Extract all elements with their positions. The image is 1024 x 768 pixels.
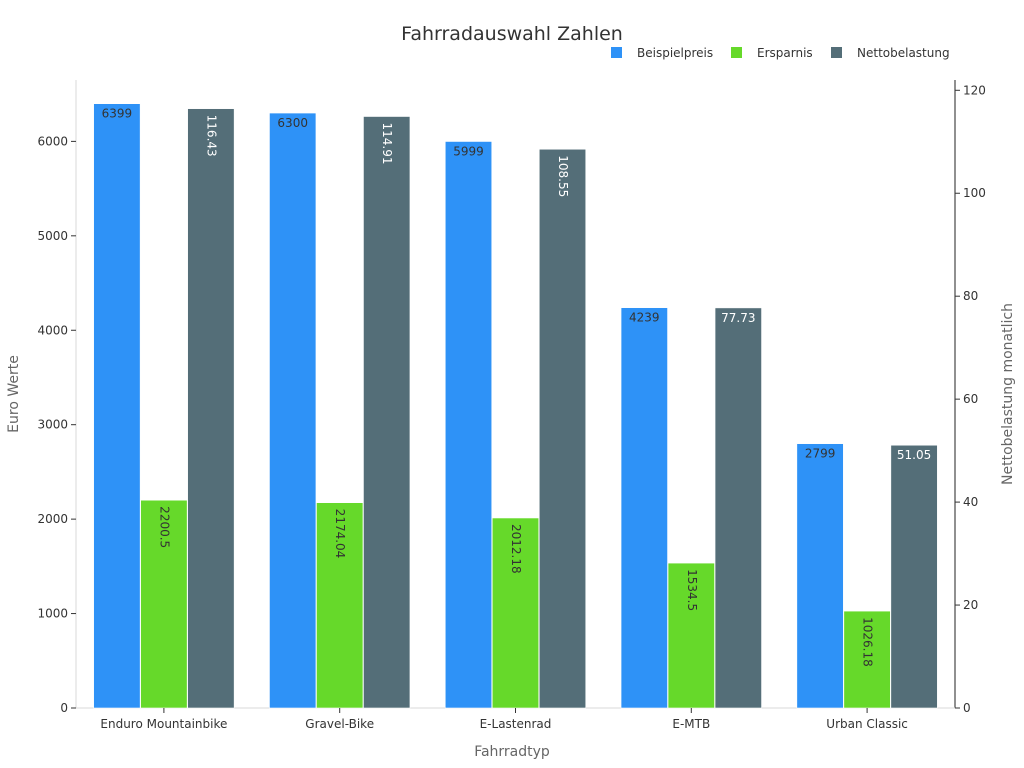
bar-value-label: 2012.18 [509,524,523,574]
bar-ersparnis [316,502,364,709]
right-y-axis-ticks: 0 20 40 60 80 100 120 [955,83,986,715]
bar-value-label: 108.55 [556,155,570,197]
x-tick-label: Gravel-Bike [305,717,374,731]
right-y-axis-title: Nettobelastung monatlich [1000,303,1016,485]
bar-beispielpreis [93,103,141,709]
x-tick-label: Enduro Mountainbike [100,717,227,731]
bar-beispielpreis [620,307,668,709]
left-y-tick-label: 6000 [37,134,68,148]
legend-label-nettobelastung: Nettobelastung [857,46,950,60]
bar-value-label: 1534.5 [685,569,699,611]
left-y-tick-label: 1000 [37,607,68,621]
bar-ersparnis [491,517,540,709]
left-y-tick-label: 0 [60,701,68,715]
x-tick-label: E-MTB [672,717,710,731]
legend: Beispielpreis Ersparnis Nettobelastung [611,46,950,60]
bar-value-label: 51.05 [897,448,931,462]
bar-value-label: 114.91 [380,122,394,164]
bar-value-label: 2799 [805,447,836,461]
bar-nettobelastung [890,444,938,709]
bar-value-label: 1026.18 [861,617,875,667]
legend-swatch-beispielpreis [611,47,622,58]
x-tick-label: E-Lastenrad [480,717,552,731]
x-axis-title: Fahrradtyp [474,744,550,760]
right-y-tick-label: 0 [963,701,971,715]
bar-beispielpreis [269,112,317,709]
left-y-tick-label: 3000 [37,418,68,432]
right-y-tick-label: 80 [963,289,978,303]
bar-value-label: 5999 [453,144,484,158]
bar-nettobelastung [538,148,587,709]
bar-group [93,103,938,709]
bar-ersparnis [667,562,715,709]
bar-value-label: 2174.04 [333,509,347,559]
bar-nettobelastung [363,116,411,709]
bar-data-labels: 6399 2200.5 116.43 6300 2174.04 114.91 5999 201… [102,107,932,667]
bar-nettobelastung [714,307,762,709]
bar-beispielpreis [444,141,493,709]
right-y-tick-label: 20 [963,598,978,612]
bar-nettobelastung [187,108,235,709]
bar-value-label: 2200.5 [157,506,171,548]
bar-value-label: 6399 [102,107,133,121]
x-tick-label: Urban Classic [826,717,908,731]
left-y-tick-label: 2000 [37,512,68,526]
right-y-tick-label: 100 [963,186,986,200]
legend-label-beispielpreis: Beispielpreis [637,46,713,60]
right-y-tick-label: 120 [963,83,986,97]
bar-value-label: 6300 [277,116,308,130]
bar-value-label: 116.43 [204,115,218,157]
bar-value-label: 77.73 [721,311,755,325]
chart-title: Fahrradauswahl Zahlen [401,23,623,45]
x-axis-ticks: Enduro Mountainbike Gravel-Bike E-Lastenra… [100,708,908,731]
left-y-tick-label: 4000 [37,323,68,337]
right-y-tick-label: 60 [963,392,978,406]
legend-swatch-ersparnis [731,47,742,58]
bar-ersparnis [140,499,188,709]
left-y-tick-label: 5000 [37,229,68,243]
legend-label-ersparnis: Ersparnis [757,46,813,60]
legend-swatch-nettobelastung [831,47,842,58]
left-y-axis-title: Euro Werte [6,355,22,433]
left-y-axis-ticks: 0 1000 2000 3000 4000 5000 6000 [37,134,76,715]
right-y-tick-label: 40 [963,495,978,509]
bar-ersparnis [843,610,891,709]
bar-value-label: 4239 [629,311,660,325]
bar-beispielpreis [796,443,844,709]
